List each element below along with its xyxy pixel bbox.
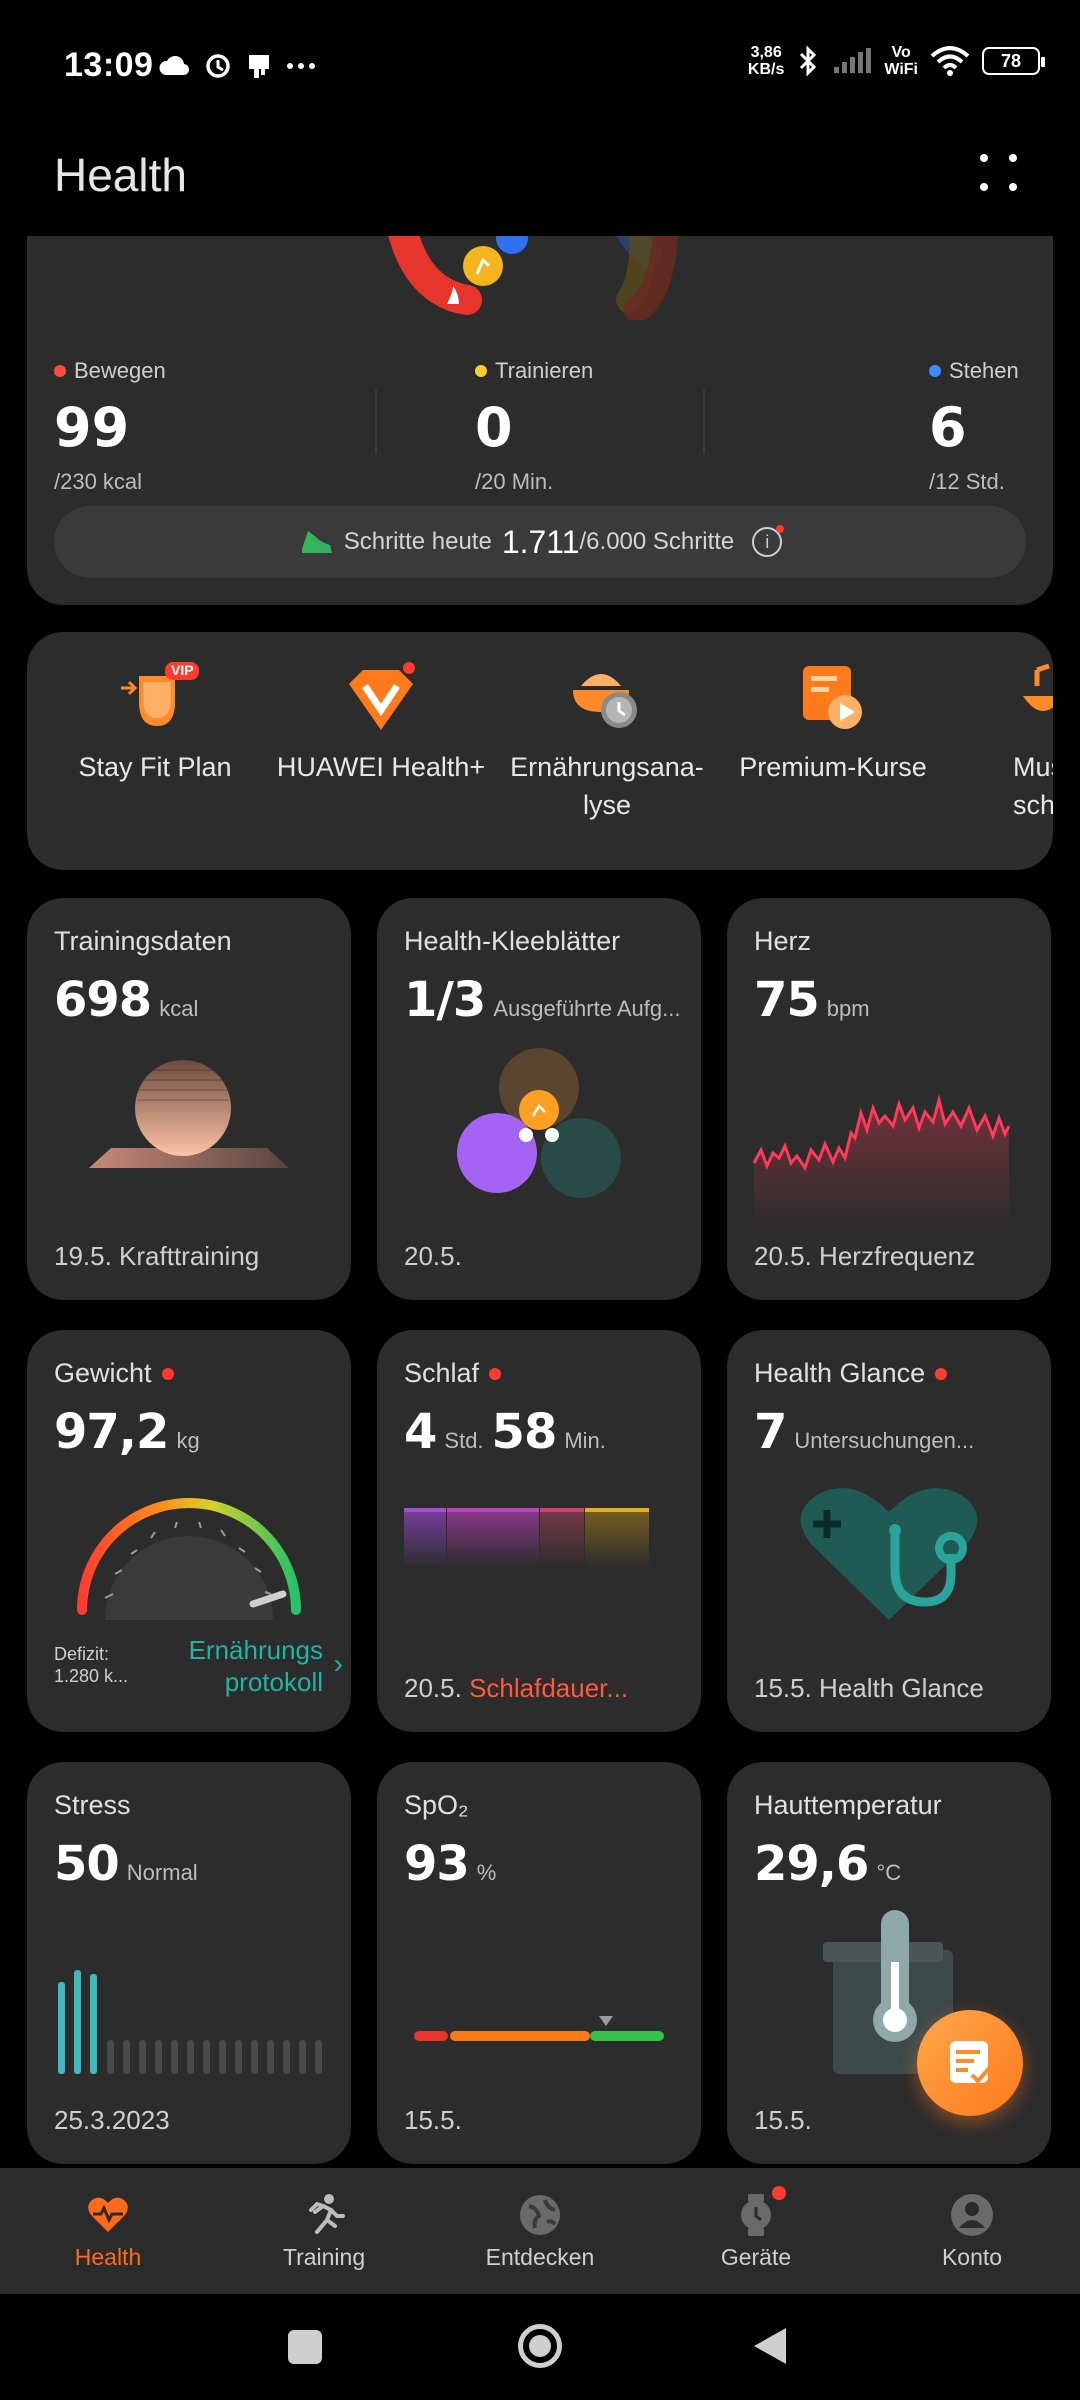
heart-rate-graph [752, 1094, 1011, 1228]
cloud-icon [159, 56, 190, 76]
sleep-duration-link[interactable]: Schlafdauer... [469, 1673, 629, 1703]
services-row: VIP Stay Fit Plan HUAWEI Health+ Ernähru… [27, 632, 1053, 870]
notification-dot [772, 2186, 786, 2200]
heart-pulse-icon [88, 2197, 128, 2232]
wifi-icon [930, 46, 970, 76]
stand-metric: Stehen 6 /12 Std. [929, 358, 1019, 494]
nutrition-log-link[interactable]: Ernährungs protokoll › [188, 1635, 343, 1697]
stay-fit-icon: VIP [119, 662, 199, 734]
recent-apps-button[interactable] [288, 2330, 322, 2364]
deficit-label: Defizit: 1.280 k... [54, 1644, 129, 1686]
shoe-icon [301, 531, 332, 553]
system-navigation [0, 2294, 1080, 2400]
checklist-icon [950, 2041, 992, 2084]
nav-account[interactable]: Konto [864, 2168, 1080, 2294]
nav-discover[interactable]: Entdecken [432, 2168, 648, 2294]
stress-bars [58, 1970, 322, 2074]
home-button[interactable] [518, 2324, 562, 2368]
globe-icon [520, 2194, 560, 2235]
service-music[interactable]: Musik schl [949, 662, 1053, 824]
service-huawei-health-plus[interactable]: HUAWEI Health+ [271, 662, 491, 786]
status-bar: 13:09 3,86 KB/s Vo WiFi 78 [0, 0, 1080, 130]
more-icon [287, 63, 315, 69]
move-metric: Bewegen 99 /230 kcal [54, 358, 166, 494]
notification-dot [161, 1367, 174, 1380]
tile-skin-temperature[interactable]: Hauttemperatur 29,6 °C 15.5. [727, 1762, 1051, 2164]
tile-heart[interactable]: Herz 75 bpm 20.5. Herzfrequenz [727, 898, 1051, 1300]
app-header: Health [0, 130, 1080, 236]
more-options-icon[interactable] [980, 154, 1020, 194]
heart-stethoscope-icon [800, 1487, 978, 1620]
nav-devices[interactable]: Geräte [648, 2168, 864, 2294]
notification-dot [489, 1367, 502, 1380]
strength-training-graphic [89, 1060, 289, 1168]
activity-rings-card[interactable]: Bewegen 99 /230 kcal Trainieren 0 /20 Mi… [27, 200, 1053, 605]
service-stay-fit-plan[interactable]: VIP Stay Fit Plan [78, 662, 232, 782]
tile-training-data[interactable]: Trainingsdaten 698 kcal 19.5. Krafttraini… [27, 898, 351, 1300]
nutrition-icon [571, 662, 643, 734]
tile-health-glance[interactable]: Health Glance 7 Untersuchungen... 15.5. H… [727, 1330, 1051, 1732]
vowifi-label: Vo WiFi [884, 44, 918, 78]
bluetooth-icon [800, 45, 817, 77]
record-fab-button[interactable] [917, 2010, 1023, 2116]
battery-icon: 78 [982, 47, 1045, 75]
chevron-right-icon: › [333, 1648, 343, 1679]
service-nutrition-analysis[interactable]: Ernährungsana- lyse [497, 662, 717, 824]
signal-icon [834, 48, 872, 73]
tile-stress[interactable]: Stress 50 Normal 25.3.2023 [27, 1762, 351, 2164]
bottom-navigation: Health Training Entdecken Geräte Konto [0, 2168, 1080, 2294]
info-icon[interactable]: i [752, 525, 785, 557]
tile-sleep[interactable]: Schlaf 4 Std. 58 Min. 20.5. Schlafdauer... [377, 1330, 701, 1732]
running-icon [309, 2193, 345, 2234]
sleep-stages-chart [404, 1508, 649, 1568]
user-icon [951, 2193, 993, 2236]
service-premium-courses[interactable]: Premium-Kurse [723, 662, 943, 786]
page-title: Health [54, 149, 187, 201]
sync-icon [206, 54, 230, 78]
tile-health-clover[interactable]: Health-Kleeblätter 1/3 Ausgeführte Aufg..… [377, 898, 701, 1300]
sim-icon [249, 55, 269, 78]
music-icon [1023, 662, 1053, 734]
nav-health[interactable]: Health [0, 2168, 216, 2294]
tile-spo2[interactable]: SpO₂ 93% 15.5. [377, 1762, 701, 2164]
premium-courses-icon [797, 662, 869, 734]
steps-today-bar[interactable]: Schritte heute 1.711/6.000 Schritte i [54, 506, 1026, 578]
watch-icon [741, 2193, 771, 2236]
nav-training[interactable]: Training [216, 2168, 432, 2294]
network-speed: 3,86 KB/s [747, 44, 785, 78]
notification-dot [935, 1367, 948, 1380]
spo2-range-bar [414, 2016, 664, 2041]
status-time: 13:09 [64, 46, 154, 84]
health-plus-icon [345, 662, 417, 734]
exercise-metric: Trainieren 0 /20 Min. [475, 358, 594, 494]
tile-weight[interactable]: Gewicht 97,2 kg Defizit: 1.280 k... Ernäh… [27, 1330, 351, 1732]
activity-rings-graphic [382, 200, 680, 320]
back-button[interactable] [752, 2326, 788, 2366]
clover-graphic [457, 1048, 621, 1198]
weight-gauge [77, 1498, 301, 1620]
